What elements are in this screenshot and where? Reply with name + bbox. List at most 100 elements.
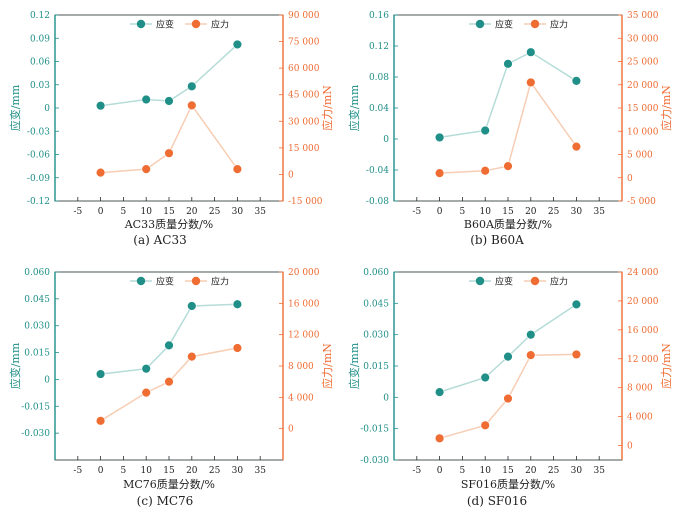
data-point-strain	[434, 132, 445, 143]
legend-marker	[530, 276, 540, 286]
data-point-strain	[480, 372, 490, 383]
legend-marker	[136, 276, 146, 286]
right-axis-label: 应力/mN	[320, 343, 334, 389]
x-tick-label: 5	[121, 466, 127, 476]
x-tick-label: -5	[412, 207, 421, 217]
data-point-strain	[571, 299, 582, 310]
x-tick-label: 5	[121, 207, 127, 217]
data-point-stress	[480, 166, 490, 176]
plot-frame	[54, 271, 284, 461]
right-tick-label: 25 000	[627, 58, 659, 68]
x-tick-label: 10	[479, 207, 491, 217]
data-point-strain	[526, 47, 536, 57]
x-tick-label: 0	[437, 207, 443, 217]
left-tick-label: 0.04	[369, 104, 389, 114]
data-point-strain	[434, 387, 445, 397]
data-point-strain	[164, 340, 174, 351]
x-tick-label: 25	[209, 207, 221, 217]
right-tick-label: 15 000	[288, 144, 320, 154]
x-tick-label: 0	[437, 466, 443, 476]
right-tick-label: 16 000	[627, 326, 659, 336]
right-tick-label: 0	[627, 174, 633, 184]
legend-label: 应力	[550, 276, 568, 288]
left-tick-label: -0.030	[21, 429, 50, 439]
left-tick-label: 0.03	[30, 81, 50, 91]
left-axis-label: 应变/mm	[347, 84, 361, 131]
data-point-strain	[141, 94, 151, 105]
x-tick-label: 25	[209, 466, 221, 476]
series-line-stress	[439, 80, 578, 174]
right-tick-label: 45 000	[288, 91, 320, 101]
data-point-stress	[187, 351, 197, 362]
right-tick-label: 0	[288, 425, 294, 435]
left-tick-label: 0.015	[363, 362, 389, 372]
x-tick-label: 0	[98, 466, 104, 476]
left-tick-label: 0.060	[24, 268, 50, 278]
left-tick-label: -0.015	[21, 402, 50, 412]
x-tick-label: 20	[525, 207, 537, 217]
right-axis-label: 应力/mN	[320, 85, 334, 131]
right-tick-label: 4 000	[627, 413, 653, 423]
data-point-stress	[571, 349, 582, 360]
series-line-strain	[100, 303, 238, 375]
left-tick-label: 0.12	[369, 42, 389, 52]
x-tick-label: 20	[186, 466, 198, 476]
right-tick-label: 4 000	[288, 393, 314, 403]
x-tick-label: 15	[502, 466, 514, 476]
data-point-stress	[503, 393, 513, 404]
right-tick-label: 12 000	[627, 355, 659, 365]
data-point-strain	[187, 301, 197, 311]
data-point-stress	[232, 164, 243, 174]
left-tick-label: -0.06	[27, 151, 50, 161]
left-tick-label: -0.08	[366, 197, 389, 207]
left-tick-label: 0.16	[369, 11, 389, 21]
left-tick-label: 0.06	[30, 58, 50, 68]
left-tick-label: -0.04	[366, 166, 389, 176]
data-point-stress	[480, 420, 490, 430]
panel-caption: (d) SF016	[467, 494, 527, 508]
right-tick-label: 8 000	[627, 384, 653, 394]
legend-label: 应变	[495, 276, 513, 288]
plot-frame	[54, 14, 284, 202]
x-tick-label: 0	[98, 207, 104, 217]
right-tick-label: 30 000	[627, 34, 659, 44]
legend-label: 应变	[495, 19, 513, 31]
right-tick-label: 8 000	[288, 362, 314, 372]
right-axis-label: 应力/mN	[659, 85, 673, 131]
legend-label: 应变	[156, 19, 174, 31]
x-tick-label: 15	[163, 207, 175, 217]
right-tick-label: 20 000	[627, 81, 659, 91]
right-tick-label: 0	[288, 170, 294, 180]
data-point-strain	[503, 351, 513, 362]
x-tick-label: 5	[460, 207, 466, 217]
x-tick-label: 15	[163, 466, 175, 476]
x-tick-label: 30	[232, 207, 244, 217]
panel-caption: (c) MC76	[137, 494, 194, 508]
chart-panel-0: -5 0 5 10 15 20 25 30 35 -0.12 -0.09 -0.06 -0.03 0 0.0…	[8, 11, 334, 247]
left-axis-label: 应变/mm	[8, 342, 22, 389]
right-tick-label: -5 000	[627, 197, 656, 207]
legend-marker	[475, 19, 485, 29]
legend-marker	[475, 276, 485, 286]
data-point-strain	[141, 363, 151, 374]
x-axis-label: SF016质量分数/%	[461, 478, 555, 491]
left-tick-label: 0.030	[363, 331, 389, 341]
x-tick-label: 35	[593, 207, 605, 217]
x-tick-label: 20	[186, 207, 198, 217]
x-tick-label: 5	[460, 466, 466, 476]
x-axis-label: AC33质量分数/%	[124, 218, 214, 231]
left-tick-label: 0	[44, 104, 50, 114]
legend-label: 应变	[156, 276, 174, 288]
data-point-strain	[571, 76, 582, 86]
right-tick-label: 90 000	[288, 11, 320, 21]
data-point-strain	[95, 369, 106, 379]
x-tick-label: 10	[140, 466, 152, 476]
legend-marker	[530, 19, 540, 29]
data-point-stress	[434, 433, 445, 444]
left-tick-label: 0	[383, 135, 389, 145]
left-tick-label: 0.12	[30, 11, 50, 21]
right-axis-label: 应力/mN	[659, 343, 673, 389]
data-point-strain	[187, 81, 197, 92]
panel-caption: (a) AC33	[133, 233, 186, 247]
